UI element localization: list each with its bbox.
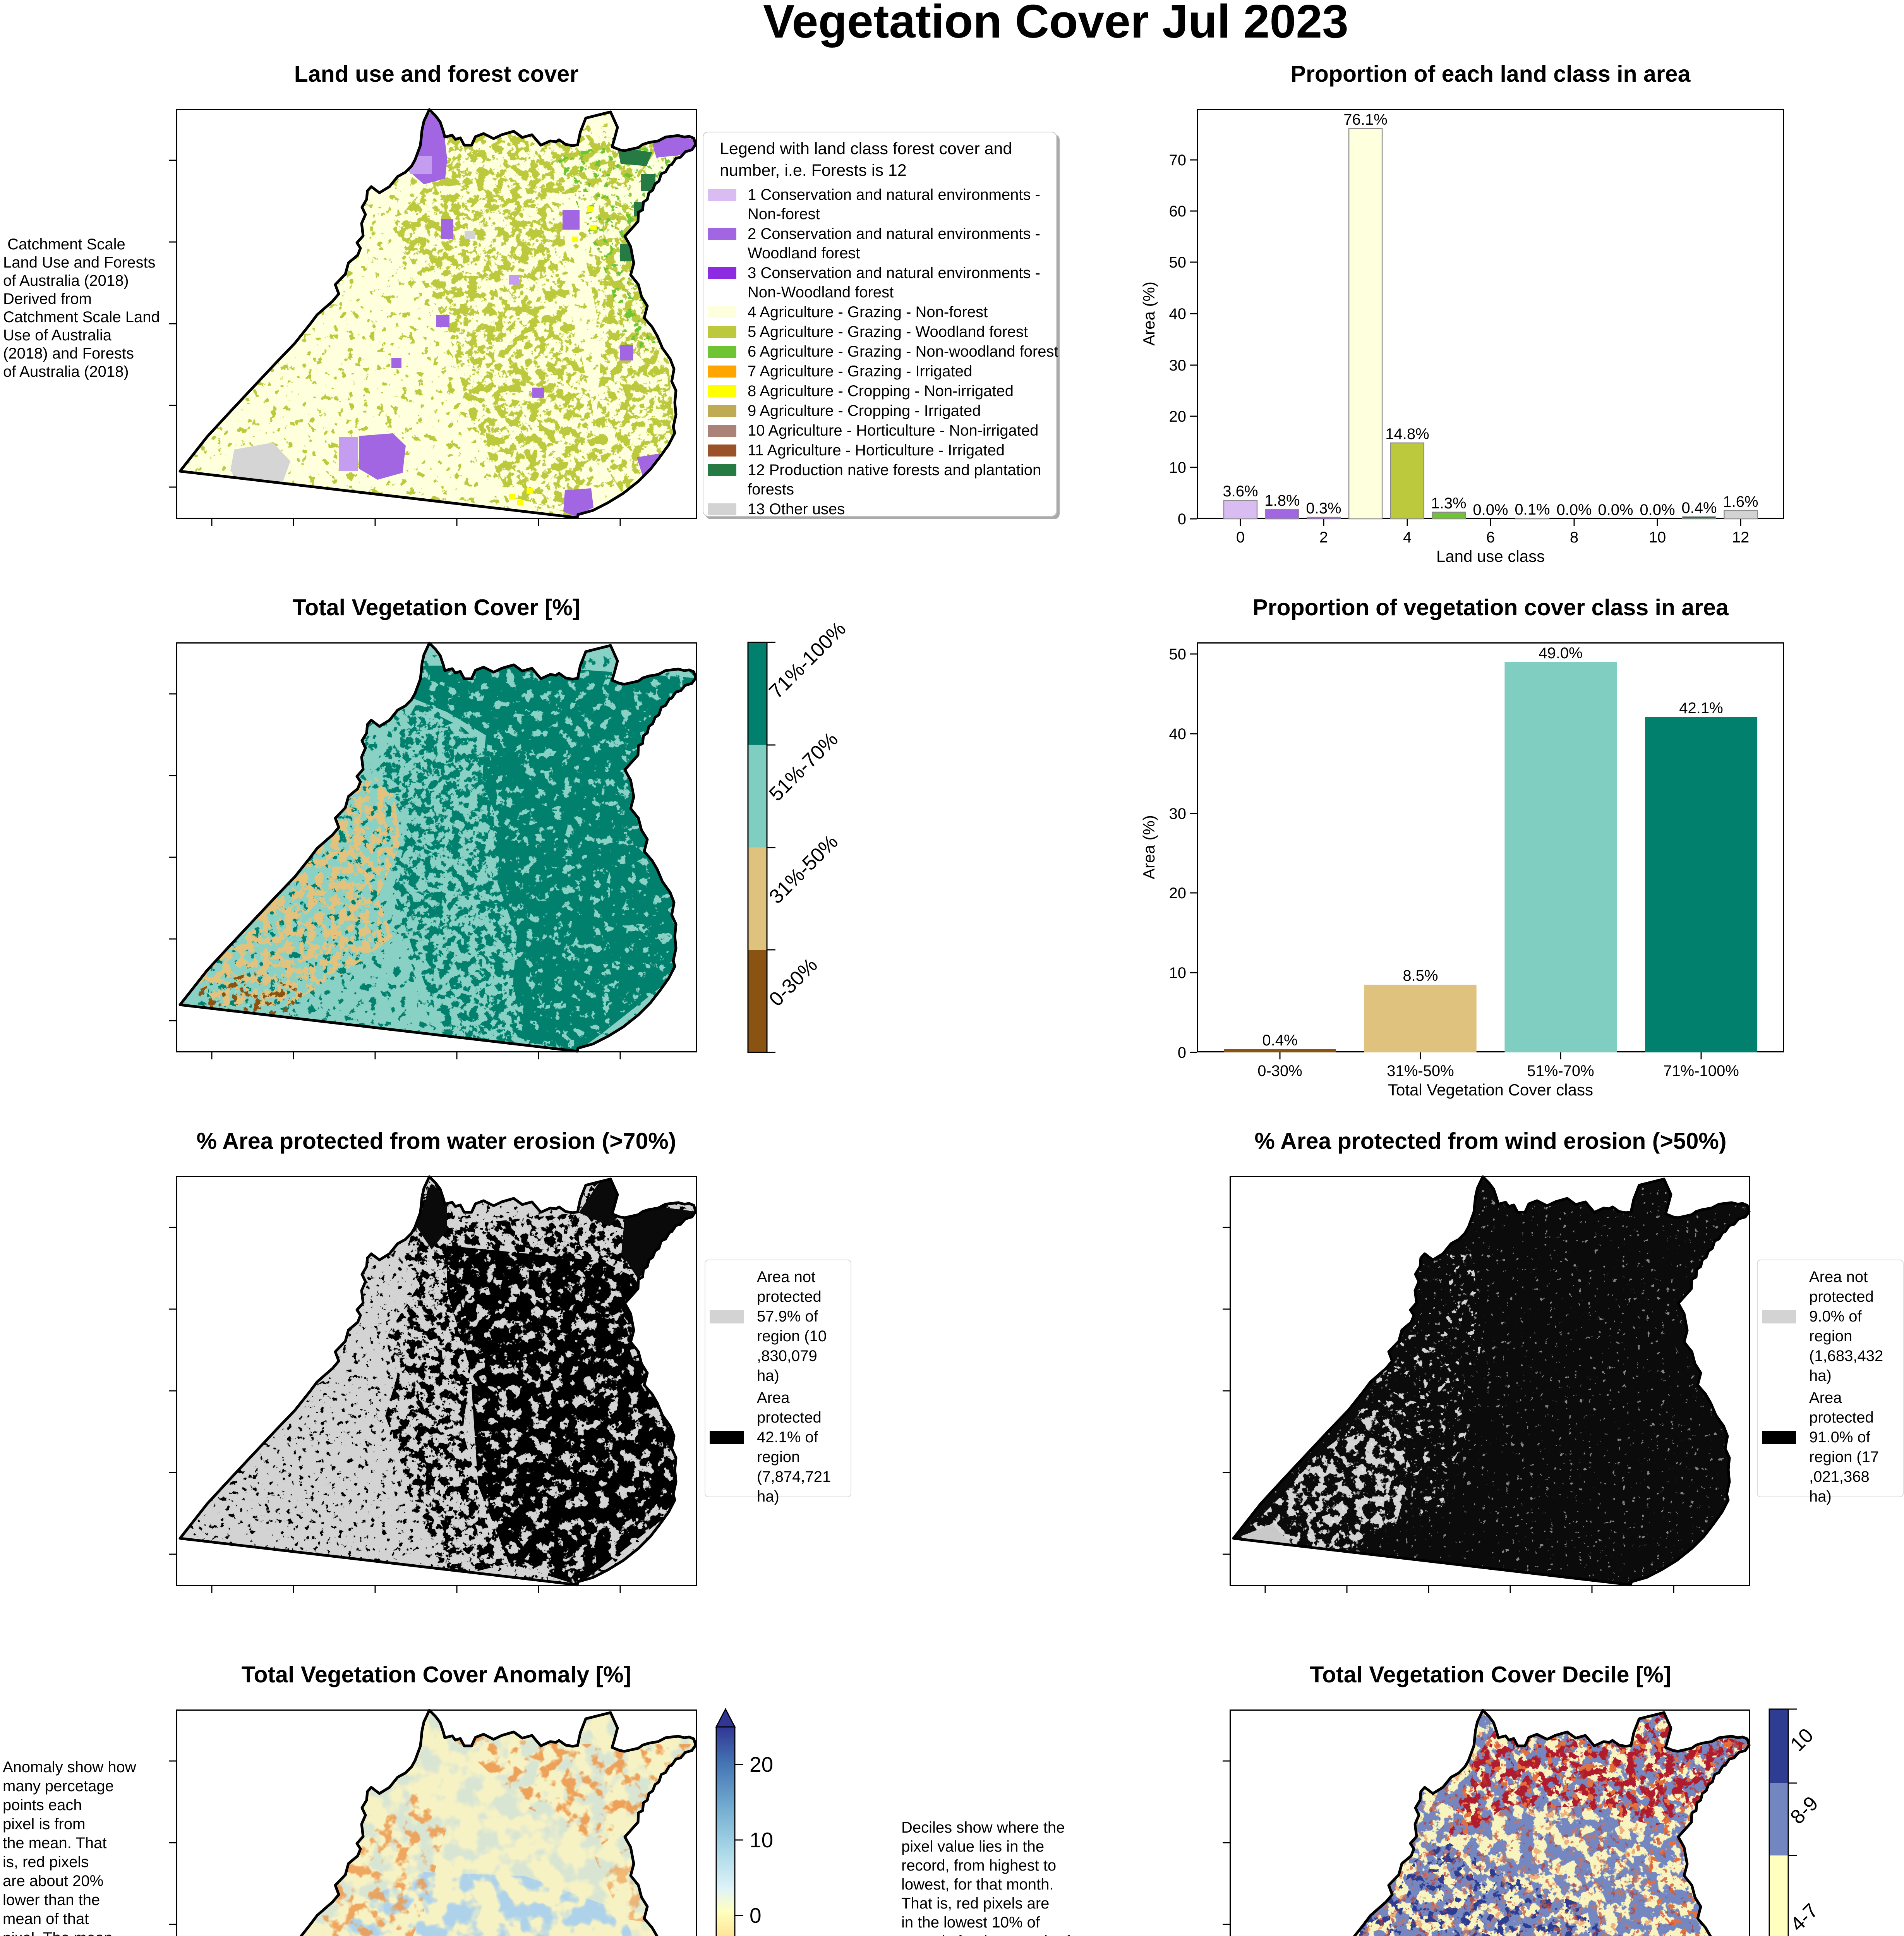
svg-text:0: 0 xyxy=(1178,511,1186,528)
svg-text:Land use class: Land use class xyxy=(1436,547,1545,565)
svg-text:31%-50%: 31%-50% xyxy=(1387,1062,1454,1080)
svg-text:6: 6 xyxy=(1486,529,1495,546)
svg-text:12: 12 xyxy=(1732,529,1750,546)
svg-text:0.4%: 0.4% xyxy=(1681,499,1717,517)
svg-text:51%-70%: 51%-70% xyxy=(765,728,842,805)
svg-text:76.1%: 76.1% xyxy=(1343,111,1387,128)
svg-text:0: 0 xyxy=(1178,1044,1186,1061)
svg-text:0-30%: 0-30% xyxy=(1257,1062,1302,1080)
svg-text:0.3%: 0.3% xyxy=(1306,500,1341,517)
svg-text:4-7: 4-7 xyxy=(1786,1899,1822,1936)
svg-text:0-30%: 0-30% xyxy=(765,954,822,1011)
svg-text:8.5%: 8.5% xyxy=(1403,967,1438,984)
svg-text:Area (%): Area (%) xyxy=(1140,815,1158,879)
svg-text:Total Vegetation Cover class: Total Vegetation Cover class xyxy=(1388,1081,1593,1099)
svg-text:51%-70%: 51%-70% xyxy=(1527,1062,1594,1080)
svg-text:49.0%: 49.0% xyxy=(1539,645,1582,662)
svg-text:8-9: 8-9 xyxy=(1786,1792,1822,1828)
svg-text:20: 20 xyxy=(1169,885,1187,902)
svg-text:0: 0 xyxy=(750,1903,762,1927)
svg-text:0.0%: 0.0% xyxy=(1556,501,1592,518)
svg-text:1.3%: 1.3% xyxy=(1431,495,1466,512)
svg-text:1.6%: 1.6% xyxy=(1723,493,1758,510)
svg-text:70: 70 xyxy=(1169,152,1187,169)
svg-text:50: 50 xyxy=(1169,254,1187,271)
svg-text:10: 10 xyxy=(1169,459,1187,476)
svg-text:30: 30 xyxy=(1169,805,1187,822)
svg-text:42.1%: 42.1% xyxy=(1679,700,1723,717)
svg-text:3.6%: 3.6% xyxy=(1223,483,1258,500)
svg-text:0.0%: 0.0% xyxy=(1598,501,1633,518)
svg-text:20: 20 xyxy=(750,1752,773,1776)
svg-text:71%-100%: 71%-100% xyxy=(765,618,850,703)
svg-text:10: 10 xyxy=(750,1828,773,1852)
svg-text:Area (%): Area (%) xyxy=(1140,281,1158,346)
svg-text:0.0%: 0.0% xyxy=(1473,501,1508,518)
svg-text:40: 40 xyxy=(1169,726,1187,743)
svg-text:40: 40 xyxy=(1169,306,1187,323)
svg-text:14.8%: 14.8% xyxy=(1385,426,1429,443)
svg-text:10: 10 xyxy=(1169,965,1187,982)
svg-text:10: 10 xyxy=(1649,529,1666,546)
svg-text:4: 4 xyxy=(1403,529,1412,546)
svg-text:8: 8 xyxy=(1570,529,1578,546)
svg-text:71%-100%: 71%-100% xyxy=(1663,1062,1739,1080)
svg-text:0.0%: 0.0% xyxy=(1640,501,1675,518)
svg-text:20: 20 xyxy=(1169,408,1187,425)
svg-text:50: 50 xyxy=(1169,646,1187,663)
svg-text:2: 2 xyxy=(1319,529,1328,546)
svg-text:60: 60 xyxy=(1169,203,1187,220)
svg-text:0: 0 xyxy=(1236,529,1245,546)
svg-text:31%-50%: 31%-50% xyxy=(765,831,842,908)
svg-text:0.4%: 0.4% xyxy=(1262,1032,1297,1049)
svg-text:0.1%: 0.1% xyxy=(1515,501,1550,518)
svg-text:1.8%: 1.8% xyxy=(1264,492,1300,509)
svg-text:10: 10 xyxy=(1786,1724,1818,1756)
svg-text:30: 30 xyxy=(1169,357,1187,374)
